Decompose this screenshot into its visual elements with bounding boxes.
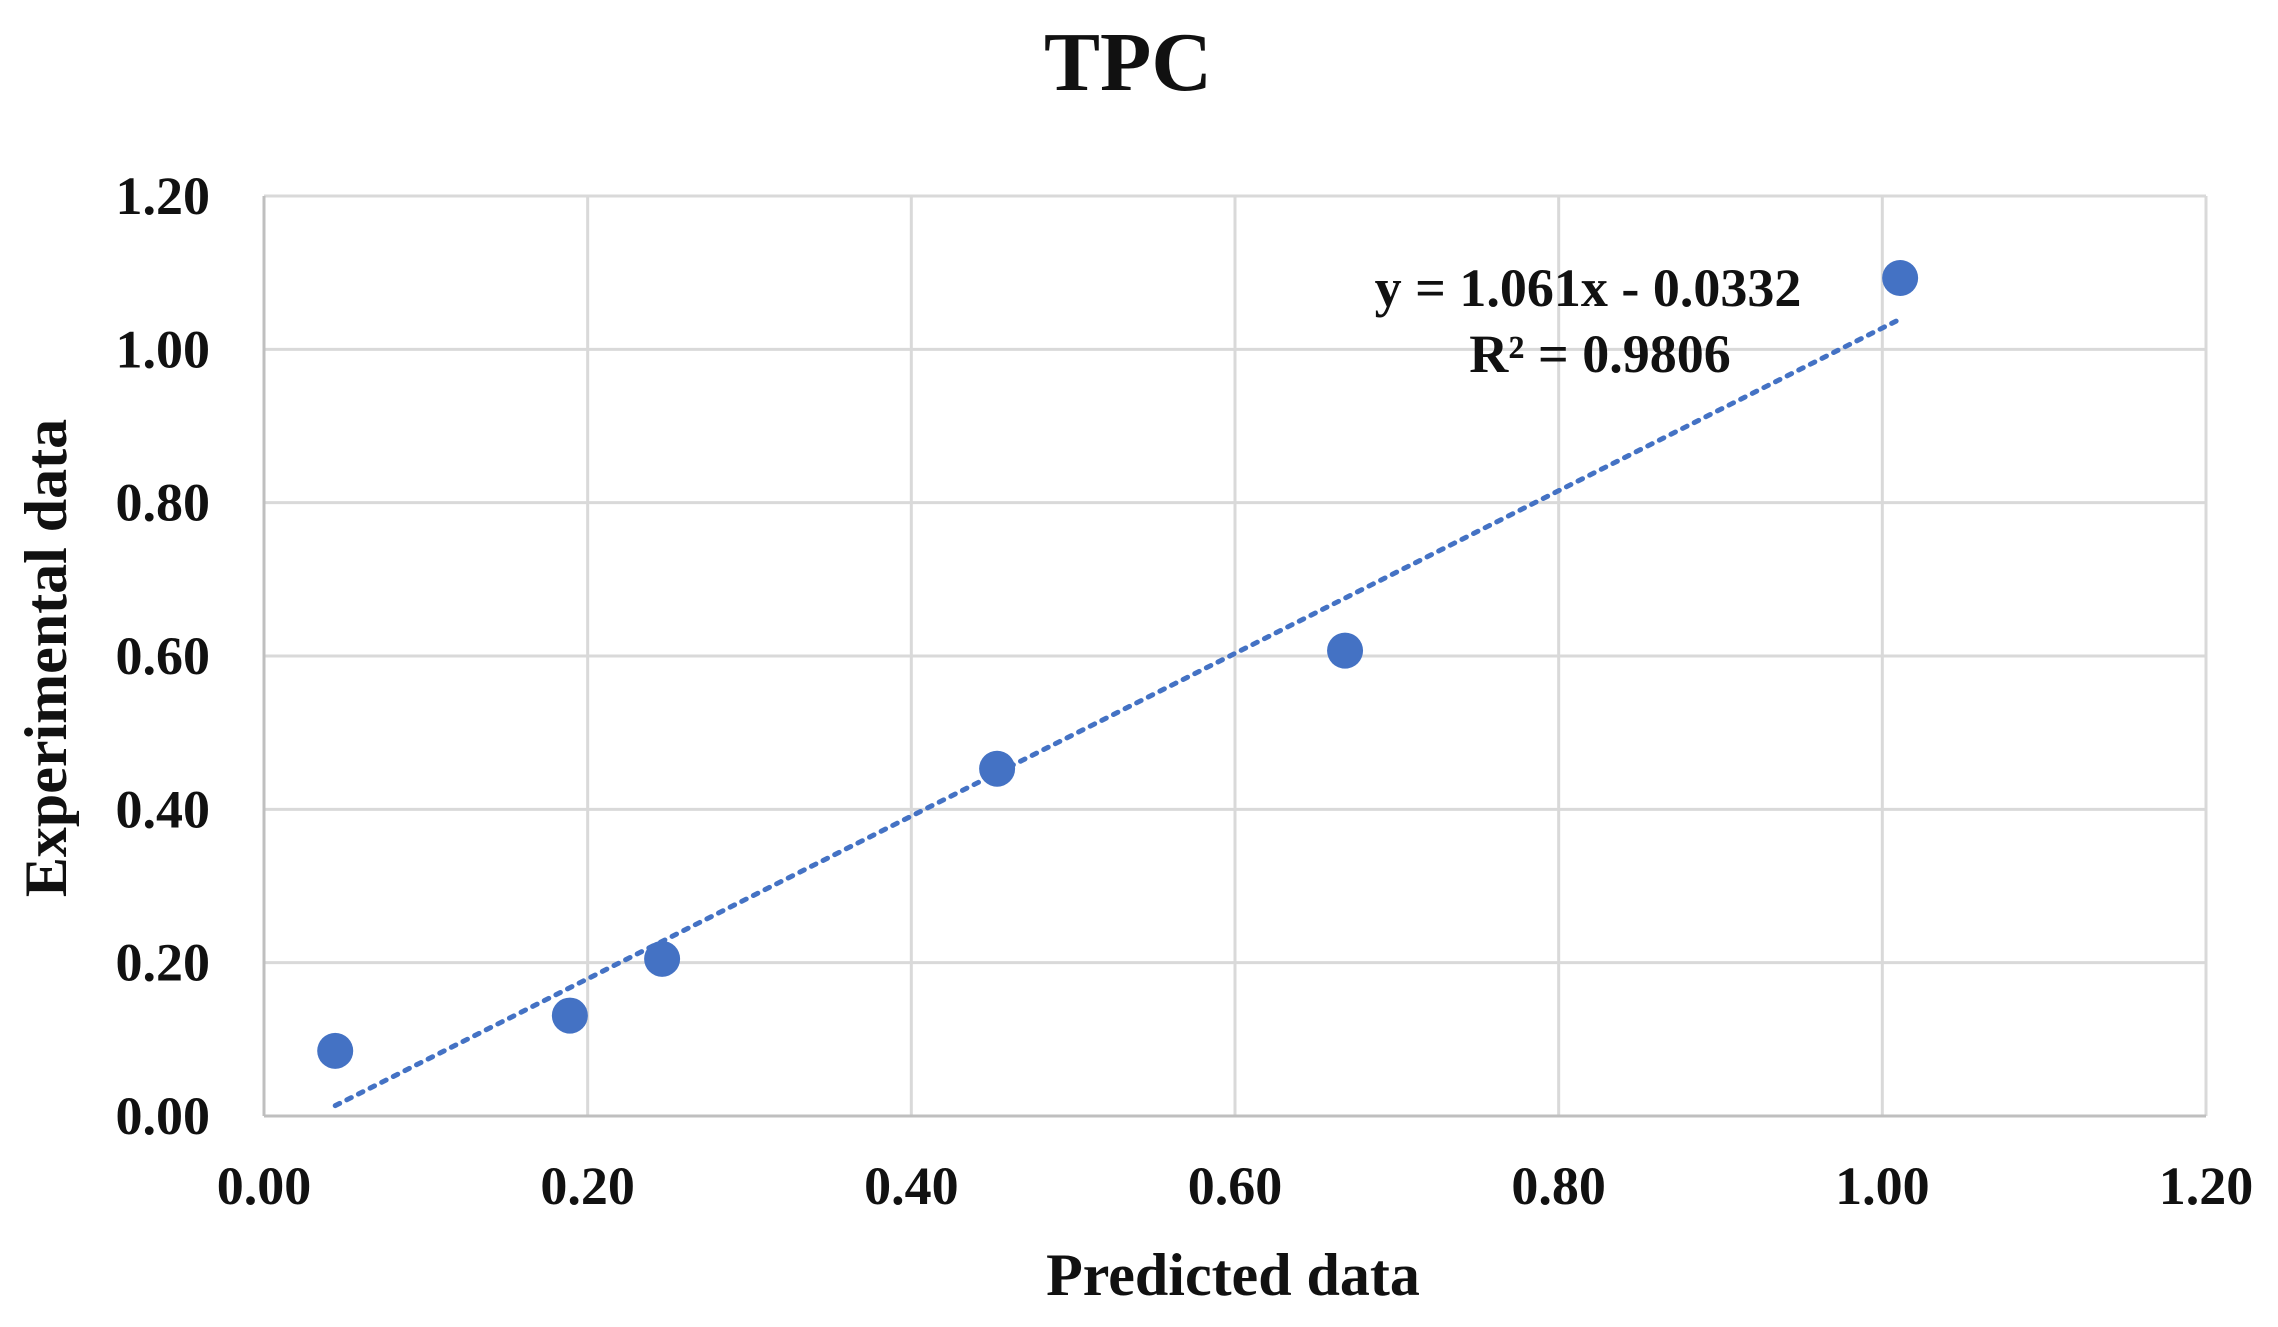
- y-tick-label: 1.20: [116, 166, 211, 226]
- data-point: [317, 1032, 354, 1069]
- y-tick-label: 0.40: [116, 779, 211, 839]
- x-axis-title: Predicted data: [1046, 1242, 1420, 1308]
- y-tick-label: 0.60: [116, 626, 211, 686]
- axis-layer: [262, 196, 2206, 1118]
- x-tick-label: 0.40: [864, 1156, 959, 1216]
- trendline-r-squared: R² = 0.9806: [1469, 324, 1730, 384]
- y-axis-title: Experimental data: [13, 419, 79, 897]
- points-layer: [317, 260, 1919, 1069]
- trendline: [332, 316, 1903, 1109]
- x-tick-label: 0.00: [217, 1156, 312, 1216]
- data-point: [644, 940, 681, 977]
- chart-title: TPC: [1044, 16, 1212, 109]
- data-point: [1327, 632, 1364, 669]
- trendline-layer: [332, 316, 1903, 1109]
- x-tick-label: 1.00: [1835, 1156, 1930, 1216]
- y-tick-label: 0.80: [116, 473, 211, 533]
- data-point: [979, 750, 1016, 787]
- y-tick-label: 0.00: [116, 1086, 211, 1146]
- y-tick-label: 1.00: [116, 319, 211, 379]
- x-tick-label: 0.20: [540, 1156, 635, 1216]
- data-point: [1882, 260, 1919, 297]
- trendline-equation: y = 1.061x - 0.0332: [1375, 258, 1802, 318]
- x-tick-label: 0.60: [1188, 1156, 1283, 1216]
- data-point: [551, 997, 588, 1034]
- x-tick-label: 1.20: [2159, 1156, 2254, 1216]
- x-tick-label: 0.80: [1511, 1156, 1606, 1216]
- tick-label-layer: 0.00 0.20 0.40 0.60 0.80 1.00 1.20 0.00 0.20 0.40…: [116, 166, 2254, 1216]
- y-tick-label: 0.20: [116, 933, 211, 993]
